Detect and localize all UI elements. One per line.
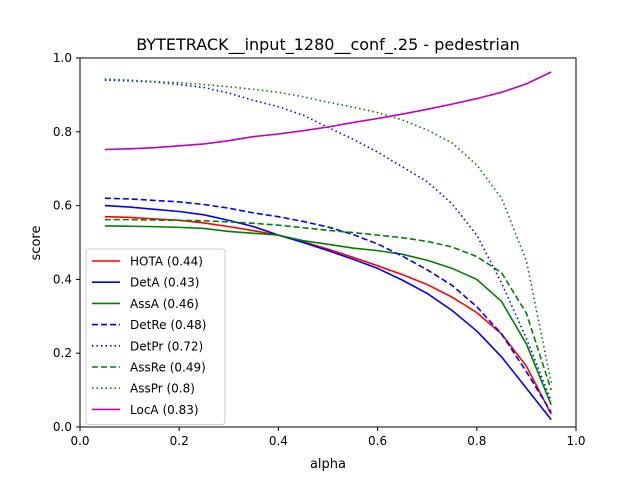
series-line-2	[104, 225, 552, 406]
x-tick-label: 0.4	[269, 434, 288, 448]
y-tick-label: 1.0	[53, 51, 72, 65]
x-tick-label: 0.6	[368, 434, 387, 448]
x-tick-label: 1.0	[566, 434, 585, 448]
x-axis-label: alpha	[310, 457, 346, 472]
chart-title: BYTETRACK__input_1280__conf_.25 - pedest…	[136, 35, 520, 55]
x-tick-label: 0.8	[467, 434, 486, 448]
legend-label-7: LocA (0.83)	[130, 403, 199, 417]
series-line-1	[104, 204, 552, 421]
y-axis-label: score	[29, 226, 44, 261]
legend-label-2: AssA (0.46)	[130, 297, 199, 311]
y-tick-label: 0.0	[53, 420, 72, 434]
y-tick-label: 0.4	[53, 272, 72, 286]
legend-label-5: AssRe (0.49)	[130, 361, 206, 375]
plot-area: 0.0 0.2 0.4 0.6 0.8 1.0 0.0 0.2 0.4 0.6 0.8 1.0	[53, 51, 586, 448]
legend-label-6: AssPr (0.8)	[130, 382, 195, 396]
legend: HOTA (0.44) DetA (0.43) AssA (0.46) DetRe (…	[85, 248, 226, 426]
x-tick-label: 0.0	[70, 434, 89, 448]
legend-label-0: HOTA (0.44)	[130, 255, 203, 269]
legend-label-1: DetA (0.43)	[130, 276, 199, 290]
legend-box	[85, 248, 226, 426]
y-tick-label: 0.2	[53, 346, 72, 360]
series-line-7	[104, 71, 552, 151]
axes-frame	[79, 57, 577, 428]
legend-label-3: DetRe (0.48)	[130, 318, 206, 332]
y-tick-label: 0.6	[53, 199, 72, 213]
legend-label-4: DetPr (0.72)	[130, 339, 203, 353]
series-line-5	[104, 218, 552, 391]
x-tick-label: 0.2	[170, 434, 189, 448]
series-line-3	[104, 197, 552, 413]
y-tick-label: 0.8	[53, 125, 72, 139]
